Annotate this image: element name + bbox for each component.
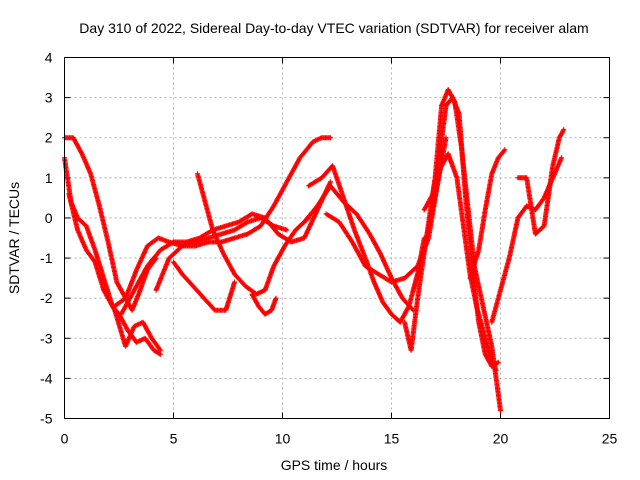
data-marks bbox=[62, 87, 566, 413]
y-tick-label: 1 bbox=[45, 170, 53, 186]
series-track-9 bbox=[250, 292, 279, 317]
y-tick-label: -2 bbox=[40, 290, 53, 306]
y-axis-label: SDTVAR / TECUs bbox=[6, 182, 22, 294]
y-tick-label: -1 bbox=[40, 250, 53, 266]
y-tick-label: 3 bbox=[45, 90, 53, 106]
y-tick-label: 4 bbox=[45, 50, 53, 66]
sdtvar-chart: Day 310 of 2022, Sidereal Day-to-day VTE… bbox=[0, 0, 640, 480]
x-tick-label: 20 bbox=[493, 431, 509, 447]
series-track-11 bbox=[306, 163, 427, 324]
y-tick-label: 2 bbox=[45, 130, 53, 146]
axis-ticks bbox=[65, 58, 610, 419]
series-track-16 bbox=[468, 147, 508, 280]
grid-lines bbox=[65, 58, 610, 419]
x-tick-label: 5 bbox=[170, 431, 178, 447]
y-tick-label: -3 bbox=[40, 330, 53, 346]
x-tick-label: 0 bbox=[61, 431, 69, 447]
series-track-5 bbox=[119, 179, 333, 316]
chart-title: Day 310 of 2022, Sidereal Day-to-day VTE… bbox=[79, 20, 588, 36]
y-tick-label: 0 bbox=[45, 210, 53, 226]
series-track-18 bbox=[515, 127, 566, 236]
series-track-7 bbox=[171, 260, 237, 313]
y-tick-label: -5 bbox=[40, 411, 53, 427]
y-tick-label: -4 bbox=[40, 370, 53, 386]
series-track-13 bbox=[402, 87, 503, 413]
plot-frame bbox=[65, 58, 610, 419]
series-track-8 bbox=[195, 171, 311, 296]
y-tick-labels: -5 -4 -3 -2 -1 0 1 2 3 4 bbox=[40, 50, 53, 427]
x-tick-label: 25 bbox=[602, 431, 618, 447]
x-tick-label: 10 bbox=[275, 431, 291, 447]
x-axis-label: GPS time / hours bbox=[281, 457, 388, 473]
x-tick-labels: 0 5 10 15 20 25 bbox=[61, 431, 618, 447]
series-track-10 bbox=[302, 183, 416, 312]
x-tick-label: 15 bbox=[384, 431, 400, 447]
